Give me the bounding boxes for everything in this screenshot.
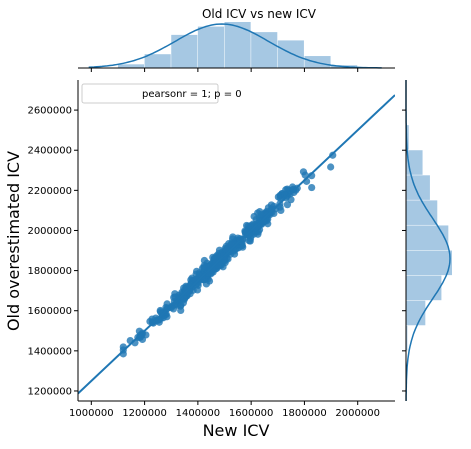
scatter-point (200, 262, 208, 270)
x-axis-ticks: 1000000 1200000 1400000 1600000 1800000 20000… (69, 401, 380, 419)
marginal-x-bar (117, 64, 145, 68)
marginal-y-bar (406, 125, 409, 150)
scatter-point (257, 210, 265, 219)
legend-box (81, 83, 219, 104)
scatter-point (274, 193, 282, 201)
x-tick-label: 1600000 (229, 408, 274, 419)
marginal-y-bar (406, 275, 442, 301)
scatter-points (119, 151, 337, 358)
scatter-point (170, 301, 178, 309)
x-tick-label: 1200000 (122, 408, 167, 419)
legend: pearsonr = 1; p = 0 (81, 83, 242, 104)
y-axis-label: Old overestimated ICV (4, 151, 23, 331)
marginal-y-bar (406, 225, 449, 251)
marginal-x-bar (251, 32, 278, 68)
y-tick-label: 2200000 (27, 186, 72, 197)
x-tick-label: 1400000 (176, 408, 221, 419)
marginal-x-panel (78, 22, 395, 72)
marginal-x-bar (144, 54, 171, 68)
chart-title: Old ICV vs new ICV (202, 7, 317, 21)
y-tick-label: 1800000 (27, 266, 72, 277)
scatter-point (239, 243, 247, 251)
y-tick-label: 1400000 (27, 346, 72, 357)
scatter-point (187, 276, 195, 284)
marginal-x-histogram (117, 22, 358, 69)
x-tick-label: 2000000 (335, 408, 380, 419)
main-scatter-panel: 1000000 1200000 1400000 1600000 1800000 20000… (27, 80, 395, 419)
marginal-x-ticks (90, 68, 359, 72)
legend-label: pearsonr = 1; p = 0 (142, 89, 242, 100)
scatter-point (230, 250, 239, 258)
scatter-point (277, 206, 285, 215)
scatter-point (177, 306, 185, 315)
scatter-point (171, 293, 179, 301)
marginal-y-bar (406, 200, 438, 225)
marginal-y-bar (406, 175, 430, 200)
y-axis-ticks: 1200000 1400000 1600000 1800000 2000000 22000… (27, 106, 78, 397)
marginal-x-bar (277, 40, 304, 68)
y-tick-label: 1600000 (27, 306, 72, 317)
marginal-y-panel (402, 80, 452, 401)
scatter-point (329, 151, 337, 159)
y-tick-label: 2600000 (27, 106, 72, 117)
y-tick-label: 2000000 (27, 226, 72, 237)
scatter-point (259, 217, 267, 225)
x-tick-label: 1800000 (282, 408, 327, 419)
scatter-point (299, 168, 308, 176)
marginal-x-kde-curve (88, 23, 382, 69)
marginal-x-bar (197, 26, 225, 69)
scatter-point (283, 201, 292, 209)
marginal-x-bar (224, 22, 251, 68)
x-tick-label: 1000000 (69, 408, 114, 419)
scatter-point (200, 256, 208, 265)
scatter-point (180, 284, 188, 292)
scatter-point (163, 300, 171, 308)
marginal-y-histogram (406, 125, 452, 351)
marginal-y-bar (406, 300, 426, 326)
regression-line (78, 94, 395, 395)
scatter-point (253, 222, 261, 230)
marginal-y-bar (406, 250, 452, 276)
marginal-y-bar (406, 325, 408, 351)
scatter-point (308, 183, 316, 192)
y-tick-label: 2400000 (27, 146, 72, 157)
scatter-point (204, 269, 212, 277)
x-axis-label: New ICV (203, 421, 270, 440)
scatter-point (245, 237, 253, 245)
y-tick-label: 1200000 (27, 386, 72, 397)
scatter-point (327, 163, 335, 171)
scatter-point (180, 295, 188, 303)
marginal-x-bar (171, 34, 198, 68)
marginal-y-ticks (402, 109, 406, 392)
scatter-point (227, 240, 235, 248)
scatter-point (209, 253, 217, 261)
